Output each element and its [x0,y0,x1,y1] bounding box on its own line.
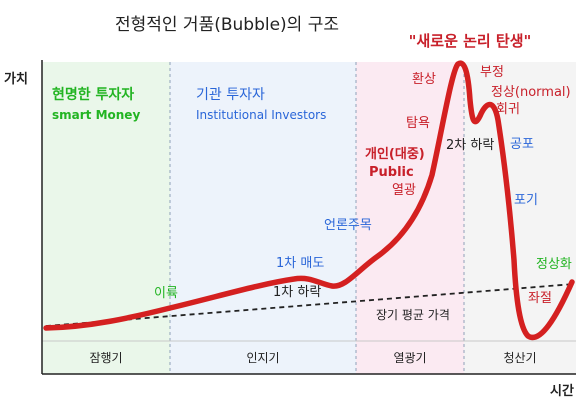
average-price-label: 장기 평균 가격 [376,308,450,322]
x-axis-label: 시간 [550,383,574,399]
delusion-label: 환상 [412,72,436,87]
first-drop-label: 1차 하락 [273,285,321,300]
diagram-title: 전형적인 거품(Bubble)의 구조 [115,15,339,35]
bubble-curve [43,60,575,341]
capitulation-label: 포기 [514,193,538,208]
fear-label: 공포 [510,137,534,152]
first-sell-label: 1차 매도 [276,256,324,271]
smart-investor-label: 현명한 투자자 [52,86,134,103]
takeoff-label: 이륙 [154,286,178,301]
smart-money-label: smart Money [52,108,140,122]
return-label: 회귀 [496,102,520,117]
institutional-investors-en-label: Institutional Investors [196,108,326,122]
media-attention-label: 언론주목 [324,218,372,233]
denial-label: 부정 [480,65,504,80]
return-normal-label: 정상(normal) [491,85,571,100]
phase-label-stealth: 잠행기 [89,350,122,365]
average-price-line [45,283,575,327]
despair-label: 좌절 [528,291,552,306]
phase-band-awareness [170,62,356,374]
institutional-investor-label: 기관 투자자 [196,87,265,103]
y-axis-label: 가치 [4,71,28,87]
normalization-label: 정상화 [536,257,572,272]
phase-label-awareness: 인지기 [246,351,279,365]
public-label: Public [369,165,414,180]
phase-label-mania: 열광기 [393,351,426,365]
greed-label: 탐욕 [406,116,430,131]
new-logic-headline: "새로운 논리 탄생" [409,32,532,50]
phase-label-blowoff: 청산기 [503,351,536,365]
euphoria-label: 열광 [392,183,416,198]
public-investor-label: 개인(대중) [365,146,425,162]
second-drop-label: 2차 하락 [446,138,494,153]
